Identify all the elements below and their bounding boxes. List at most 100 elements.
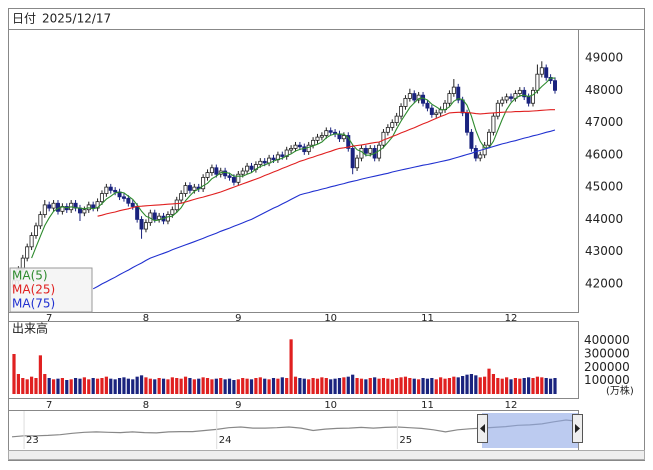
scrollbar[interactable] [8,450,645,460]
volume-bar [368,378,372,394]
candle-body [143,222,148,230]
candle-body [227,175,232,178]
legend-entry: MA(25) [12,283,55,297]
volume-bar [214,378,218,394]
volume-bar [197,378,201,394]
volume-bar [513,378,518,394]
candle-body [187,185,192,191]
x-tick-label: 7 [46,313,52,324]
candle-body [421,94,426,104]
x-tick-label: 8 [143,313,149,324]
volume-bar [232,380,236,394]
candle-body [91,204,96,209]
volume-bar [298,378,302,394]
candle-body [152,212,157,220]
volume-bar [139,375,144,394]
volume-bar [161,378,166,394]
candle-body [55,202,60,212]
candle-body [306,144,311,153]
volume-bar [258,377,262,394]
candle-body [113,189,118,193]
volume-bar [544,378,548,394]
candle-body [451,86,456,94]
handle-arrow [480,424,485,433]
candle-body [399,106,404,117]
volume-bar [73,378,78,394]
volume-bar [21,378,25,394]
candle-body [368,148,373,154]
volume-bar [47,378,51,394]
volume-bar [491,374,496,394]
ma-line [92,129,556,290]
volume-bar [87,379,91,394]
candle-body [394,115,399,124]
candle-body [139,218,144,230]
volume-bar [535,376,540,394]
volume-bar [315,378,320,394]
candle-body [284,149,289,157]
volume-bar [263,378,267,394]
candle-body [416,94,421,101]
volume-bar [131,379,135,394]
candle-body [328,130,333,133]
candle-body [425,102,430,109]
candle-body [539,67,544,75]
volume-bar [364,379,368,394]
volume-bar [390,379,394,394]
volume-bar [280,377,284,394]
x-tick-label: 11 [421,400,434,411]
volume-bar [351,374,355,394]
navigator-tick-label: 25 [399,435,412,446]
volume-bar [91,378,95,394]
candle-body [385,127,390,133]
volume-bar [267,379,271,394]
candle-body [381,131,386,146]
x-tick-label: 10 [324,313,337,324]
navigator-selection[interactable] [482,413,578,448]
candle-body [293,144,298,149]
x-tick-label: 12 [505,313,518,324]
candle-body [315,136,320,141]
candle-body [434,112,439,115]
volume-bar [82,377,86,394]
volume-bar [210,379,214,394]
volume-bar [113,379,117,394]
candle-body [412,93,417,101]
volume-bar [483,376,487,394]
volume-bar [192,379,196,394]
candle-body [104,186,109,194]
volume-bar [500,378,504,394]
volume-bar [95,378,100,394]
candle-body [271,157,276,161]
volume-bar [205,378,210,394]
candle-body [319,135,324,138]
candle-body [297,144,302,148]
candle-body [165,214,170,222]
candle-body [121,196,126,199]
x-tick-label: 11 [421,313,434,324]
candle-body [179,193,184,201]
candle-body [531,89,536,104]
volume-bar [12,354,16,394]
candle-body [214,167,219,175]
volume-label: 出来高 [12,321,48,336]
volume-bar [170,377,174,394]
y-tick-label: 42000 [585,276,623,290]
volume-bar [478,377,482,394]
candle-body [311,139,316,146]
candle-body [465,112,470,133]
volume-bar [302,378,306,394]
candle-body [262,160,267,164]
candle-body [504,96,509,101]
volume-bar [109,378,113,394]
candle-body [231,177,236,183]
legend-entry: MA(75) [12,297,55,311]
candle-body [205,172,210,178]
ma-line [31,77,555,259]
candle-body [487,131,492,146]
volume-bar [456,377,460,394]
volume-bar [65,380,69,394]
candle-body [544,67,549,78]
